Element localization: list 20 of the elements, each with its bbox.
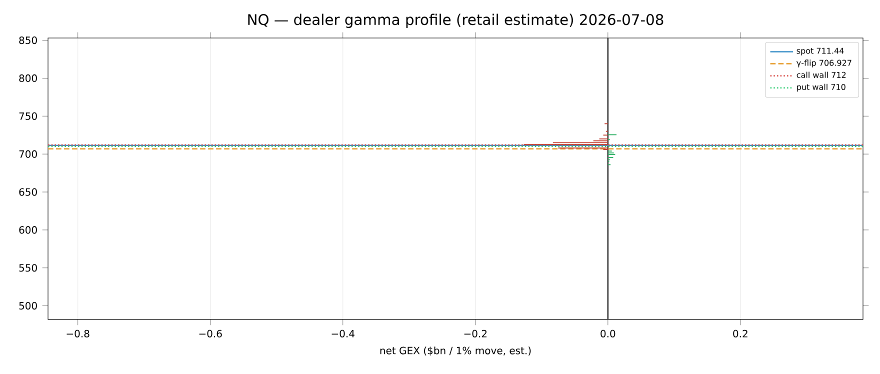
legend-label: put wall 710: [797, 84, 846, 92]
y-tick-label: 700: [19, 150, 37, 158]
y-tick-label: 800: [19, 74, 37, 82]
legend-label: spot 711.44: [796, 48, 844, 56]
legend-label: γ-flip 706.927: [796, 59, 852, 68]
y-tick-label: 600: [19, 226, 37, 234]
x-tick-label: −0.6: [199, 330, 222, 338]
x-tick-label: −0.8: [66, 330, 90, 338]
y-tick-label: 850: [19, 36, 37, 44]
legend-label: call wall 712: [796, 72, 846, 78]
y-tick-label: 750: [19, 112, 37, 120]
y-tick-label: 550: [19, 264, 37, 272]
x-tick-label: 0.2: [733, 330, 748, 338]
y-tick-label: 650: [19, 188, 37, 196]
x-axis-title: net GEX ($bn / 1% move, est.): [380, 346, 531, 356]
x-tick-label: −0.4: [332, 330, 354, 338]
chart-title: NQ — dealer gamma profile (retail estimate) 2026-07-08: [248, 14, 664, 28]
y-tick-label: 500: [19, 302, 37, 310]
x-tick-label: 0.0: [600, 330, 616, 338]
x-tick-label: −0.2: [464, 330, 487, 338]
